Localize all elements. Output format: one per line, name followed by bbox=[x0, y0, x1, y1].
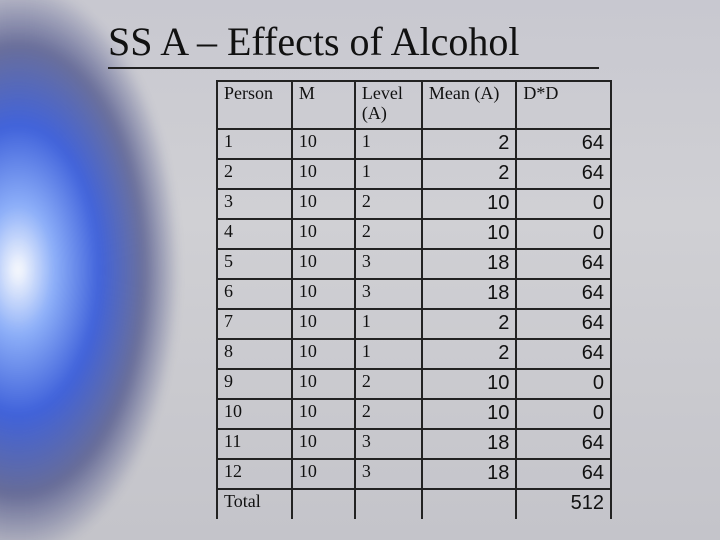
cell-dd: 64 bbox=[516, 339, 611, 369]
cell-person: 11 bbox=[217, 429, 292, 459]
cell-level: 3 bbox=[355, 249, 422, 279]
cell-m: 10 bbox=[292, 159, 355, 189]
table-total-row: Total 512 bbox=[217, 489, 611, 519]
cell-person: 5 bbox=[217, 249, 292, 279]
table-row: 61031864 bbox=[217, 279, 611, 309]
col-header-m: M bbox=[292, 81, 355, 129]
cell-person: 1 bbox=[217, 129, 292, 159]
total-empty bbox=[355, 489, 422, 519]
cell-person: 9 bbox=[217, 369, 292, 399]
cell-m: 10 bbox=[292, 459, 355, 489]
cell-m: 10 bbox=[292, 129, 355, 159]
cell-dd: 64 bbox=[516, 429, 611, 459]
cell-mean: 18 bbox=[422, 429, 517, 459]
cell-dd: 64 bbox=[516, 279, 611, 309]
table-row: 3102100 bbox=[217, 189, 611, 219]
cell-person: 7 bbox=[217, 309, 292, 339]
cell-level: 2 bbox=[355, 399, 422, 429]
side-glow bbox=[0, 0, 200, 540]
cell-dd: 64 bbox=[516, 459, 611, 489]
cell-person: 2 bbox=[217, 159, 292, 189]
cell-level: 3 bbox=[355, 429, 422, 459]
table-row: 51031864 bbox=[217, 249, 611, 279]
cell-m: 10 bbox=[292, 189, 355, 219]
col-header-dd: D*D bbox=[516, 81, 611, 129]
cell-dd: 0 bbox=[516, 399, 611, 429]
cell-level: 1 bbox=[355, 129, 422, 159]
cell-person: 12 bbox=[217, 459, 292, 489]
slide: SS A – Effects of Alcohol Person M Level… bbox=[0, 0, 720, 540]
cell-mean: 2 bbox=[422, 339, 517, 369]
cell-dd: 64 bbox=[516, 249, 611, 279]
cell-level: 1 bbox=[355, 159, 422, 189]
cell-mean: 18 bbox=[422, 459, 517, 489]
cell-person: 10 bbox=[217, 399, 292, 429]
cell-person: 6 bbox=[217, 279, 292, 309]
cell-mean: 2 bbox=[422, 129, 517, 159]
table-row: 2101264 bbox=[217, 159, 611, 189]
table-row: 8101264 bbox=[217, 339, 611, 369]
total-label: Total bbox=[217, 489, 292, 519]
col-header-mean: Mean (A) bbox=[422, 81, 517, 129]
cell-dd: 64 bbox=[516, 159, 611, 189]
total-dd: 512 bbox=[516, 489, 611, 519]
cell-mean: 10 bbox=[422, 369, 517, 399]
cell-mean: 10 bbox=[422, 189, 517, 219]
table-row: 121031864 bbox=[217, 459, 611, 489]
cell-m: 10 bbox=[292, 429, 355, 459]
cell-m: 10 bbox=[292, 399, 355, 429]
cell-mean: 2 bbox=[422, 309, 517, 339]
cell-level: 2 bbox=[355, 189, 422, 219]
table-header-row: Person M Level (A) Mean (A) D*D bbox=[217, 81, 611, 129]
cell-mean: 2 bbox=[422, 159, 517, 189]
total-empty bbox=[292, 489, 355, 519]
cell-level: 1 bbox=[355, 309, 422, 339]
cell-level: 2 bbox=[355, 369, 422, 399]
cell-dd: 64 bbox=[516, 129, 611, 159]
table-row: 1101264 bbox=[217, 129, 611, 159]
cell-level: 2 bbox=[355, 219, 422, 249]
table-row: 111031864 bbox=[217, 429, 611, 459]
cell-m: 10 bbox=[292, 219, 355, 249]
data-table: Person M Level (A) Mean (A) D*D 11012642… bbox=[216, 80, 612, 519]
col-header-person: Person bbox=[217, 81, 292, 129]
total-empty bbox=[422, 489, 517, 519]
cell-m: 10 bbox=[292, 309, 355, 339]
cell-level: 1 bbox=[355, 339, 422, 369]
cell-m: 10 bbox=[292, 339, 355, 369]
cell-dd: 0 bbox=[516, 219, 611, 249]
cell-dd: 64 bbox=[516, 309, 611, 339]
table-row: 7101264 bbox=[217, 309, 611, 339]
col-header-level: Level (A) bbox=[355, 81, 422, 129]
cell-mean: 18 bbox=[422, 279, 517, 309]
cell-person: 4 bbox=[217, 219, 292, 249]
cell-person: 8 bbox=[217, 339, 292, 369]
table-body: 1101264210126431021004102100510318646103… bbox=[217, 129, 611, 519]
table-row: 4102100 bbox=[217, 219, 611, 249]
cell-m: 10 bbox=[292, 369, 355, 399]
cell-mean: 18 bbox=[422, 249, 517, 279]
cell-m: 10 bbox=[292, 249, 355, 279]
cell-dd: 0 bbox=[516, 369, 611, 399]
cell-mean: 10 bbox=[422, 219, 517, 249]
table-row: 10102100 bbox=[217, 399, 611, 429]
cell-level: 3 bbox=[355, 459, 422, 489]
slide-title: SS A – Effects of Alcohol bbox=[108, 18, 599, 69]
cell-level: 3 bbox=[355, 279, 422, 309]
table-row: 9102100 bbox=[217, 369, 611, 399]
cell-mean: 10 bbox=[422, 399, 517, 429]
cell-person: 3 bbox=[217, 189, 292, 219]
cell-dd: 0 bbox=[516, 189, 611, 219]
cell-m: 10 bbox=[292, 279, 355, 309]
data-table-wrap: Person M Level (A) Mean (A) D*D 11012642… bbox=[216, 80, 612, 519]
